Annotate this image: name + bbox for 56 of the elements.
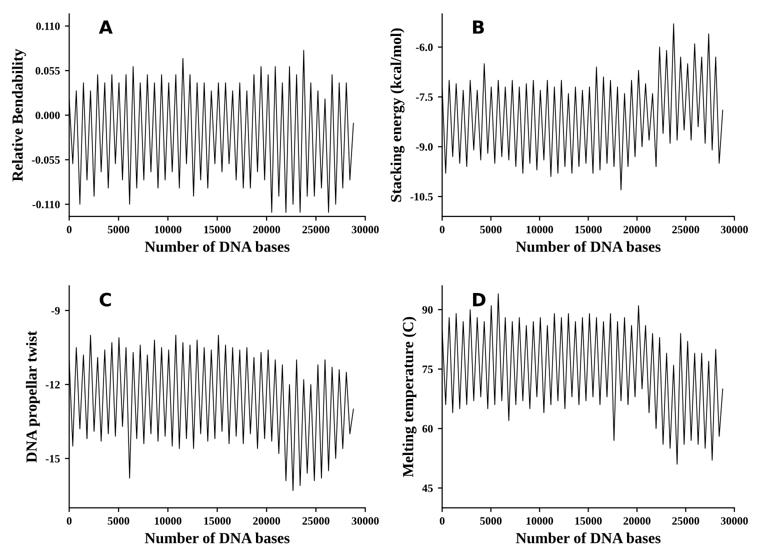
x-tick-label: 25000 — [302, 517, 330, 525]
y-tick-label: 0.000 — [36, 112, 60, 120]
x-tick-label: 0 — [440, 517, 445, 525]
x-tick-label: 0 — [66, 226, 72, 234]
y-tick-label: -6.0 — [416, 44, 433, 52]
x-tick-label: 5000 — [480, 226, 502, 234]
y-tick-label: -9 — [51, 306, 60, 314]
x-tick-label: 25000 — [302, 226, 330, 234]
y-tick-label: -9.0 — [416, 143, 433, 151]
x-tick-label: 15000 — [575, 226, 602, 234]
x-tick-label: 20000 — [253, 517, 280, 525]
y-tick-label: 90 — [422, 306, 433, 314]
y-axis-title: Relative Bendability — [12, 48, 26, 182]
y-axis-title: Stacking energy (kcal/mol) — [390, 28, 404, 202]
x-tick-label: 10000 — [154, 517, 182, 525]
y-tick-label: -0.055 — [32, 156, 60, 164]
y-tick-label: 75 — [422, 366, 433, 374]
y-tick-label: -12 — [46, 380, 60, 388]
y-tick-label: 60 — [422, 425, 433, 433]
x-axis-title: Number of DNA bases — [144, 532, 290, 544]
x-tick-label: 25000 — [672, 226, 700, 234]
y-tick-label: -0.110 — [32, 200, 60, 208]
chart-title: D — [473, 293, 486, 306]
x-tick-label: 30000 — [720, 517, 748, 525]
chart-title: B — [473, 20, 484, 34]
x-tick-label: 5000 — [480, 517, 502, 525]
x-tick-label: 25000 — [672, 517, 700, 525]
y-tick-label: 0.110 — [36, 22, 60, 30]
x-tick-label: 30000 — [720, 226, 748, 234]
y-tick-label: -7.5 — [416, 93, 433, 101]
y-tick-label: -15 — [46, 455, 60, 462]
x-tick-label: 15000 — [204, 226, 231, 234]
chart-title: A — [98, 20, 113, 34]
y-tick-label: 45 — [422, 484, 433, 492]
x-tick-label: 20000 — [253, 226, 280, 234]
x-tick-label: 30000 — [352, 517, 379, 525]
y-tick-label: 0.055 — [36, 67, 60, 75]
x-tick-label: 5000 — [108, 226, 130, 234]
x-axis-title: Number of DNA bases — [144, 240, 290, 252]
x-tick-label: 0 — [66, 517, 72, 525]
x-tick-label: 5000 — [108, 517, 130, 525]
x-tick-label: 10000 — [526, 226, 554, 234]
x-axis-title: Number of DNA bases — [516, 532, 661, 544]
y-tick-label: -10.5 — [410, 192, 433, 201]
x-tick-label: 10000 — [526, 517, 554, 525]
x-axis-title: Number of DNA bases — [516, 240, 661, 252]
x-tick-label: 20000 — [624, 517, 650, 525]
y-axis-title: DNA propellar twist — [26, 330, 40, 462]
x-tick-label: 0 — [440, 226, 445, 234]
x-tick-label: 15000 — [575, 517, 602, 525]
x-tick-label: 15000 — [204, 517, 231, 525]
chart-title: C — [100, 292, 111, 306]
x-tick-label: 30000 — [352, 226, 379, 234]
x-tick-label: 10000 — [154, 226, 182, 234]
y-axis-title: Melting temperature (C) — [402, 317, 416, 478]
x-tick-label: 20000 — [624, 226, 650, 234]
